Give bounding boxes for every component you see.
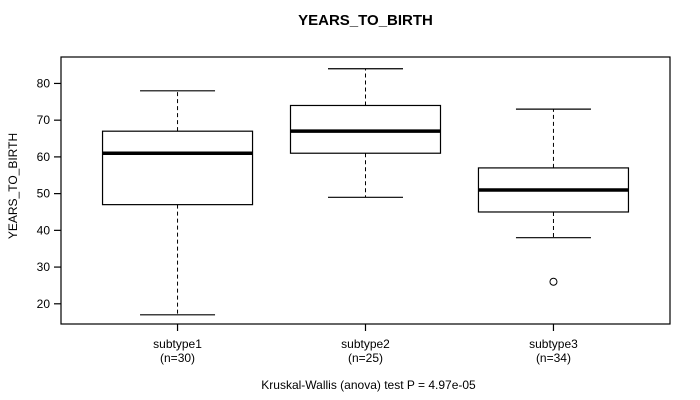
x-category-label: subtype1 (153, 337, 202, 351)
y-tick-label: 70 (37, 113, 51, 127)
x-category-label: subtype3 (529, 337, 578, 351)
chart-title: YEARS_TO_BIRTH (298, 12, 433, 29)
x-category-sublabel: (n=25) (348, 351, 383, 365)
y-axis-title: YEARS_TO_BIRTH (6, 132, 20, 240)
y-tick-label: 40 (37, 223, 51, 237)
y-tick-label: 30 (37, 260, 51, 274)
y-tick-label: 20 (37, 297, 51, 311)
x-category-sublabel: (n=34) (536, 351, 571, 365)
y-tick-label: 60 (37, 150, 51, 164)
box-subtype1 (101, 130, 254, 206)
x-category-sublabel: (n=30) (160, 351, 195, 365)
outlier-subtype3-0 (549, 277, 558, 286)
y-tick-label: 50 (37, 187, 51, 201)
box-subtype2 (289, 104, 442, 154)
stat-test-footnote: Kruskal-Wallis (anova) test P = 4.97e-05 (261, 378, 476, 392)
x-category-label: subtype2 (341, 337, 390, 351)
y-tick-label: 80 (37, 76, 51, 90)
